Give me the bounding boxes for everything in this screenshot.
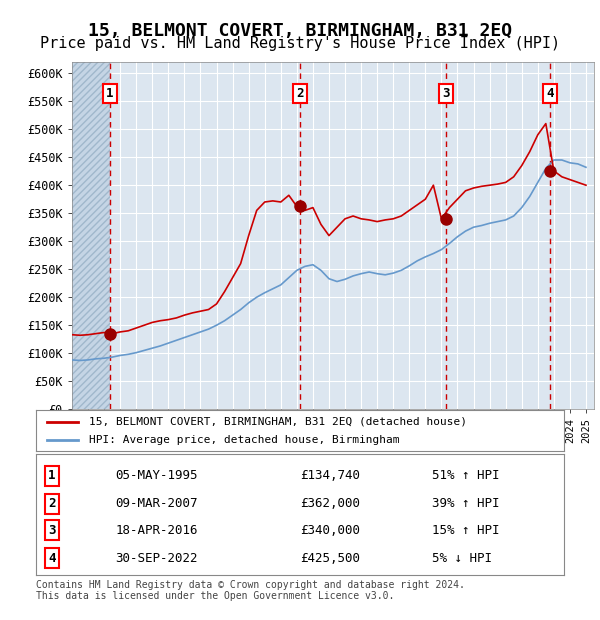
- Text: £134,740: £134,740: [300, 469, 360, 482]
- Text: 1: 1: [106, 87, 113, 100]
- Text: 4: 4: [48, 552, 56, 565]
- Text: 15, BELMONT COVERT, BIRMINGHAM, B31 2EQ: 15, BELMONT COVERT, BIRMINGHAM, B31 2EQ: [88, 22, 512, 40]
- Text: 15, BELMONT COVERT, BIRMINGHAM, B31 2EQ (detached house): 15, BELMONT COVERT, BIRMINGHAM, B31 2EQ …: [89, 417, 467, 427]
- Text: 05-MAY-1995: 05-MAY-1995: [115, 469, 198, 482]
- Text: Contains HM Land Registry data © Crown copyright and database right 2024.
This d: Contains HM Land Registry data © Crown c…: [36, 580, 465, 601]
- Text: 30-SEP-2022: 30-SEP-2022: [115, 552, 198, 565]
- Text: Price paid vs. HM Land Registry's House Price Index (HPI): Price paid vs. HM Land Registry's House …: [40, 36, 560, 51]
- Text: 2: 2: [48, 497, 56, 510]
- Text: 18-APR-2016: 18-APR-2016: [115, 524, 198, 537]
- Text: 3: 3: [442, 87, 450, 100]
- Text: 15% ↑ HPI: 15% ↑ HPI: [432, 524, 499, 537]
- Text: 3: 3: [48, 524, 56, 537]
- Text: £340,000: £340,000: [300, 524, 360, 537]
- Text: £362,000: £362,000: [300, 497, 360, 510]
- Text: 39% ↑ HPI: 39% ↑ HPI: [432, 497, 499, 510]
- Text: HPI: Average price, detached house, Birmingham: HPI: Average price, detached house, Birm…: [89, 435, 400, 445]
- Text: 09-MAR-2007: 09-MAR-2007: [115, 497, 198, 510]
- Text: 51% ↑ HPI: 51% ↑ HPI: [432, 469, 499, 482]
- Text: 2: 2: [296, 87, 304, 100]
- Text: 5% ↓ HPI: 5% ↓ HPI: [432, 552, 492, 565]
- Text: 4: 4: [546, 87, 554, 100]
- Text: £425,500: £425,500: [300, 552, 360, 565]
- Text: 1: 1: [48, 469, 56, 482]
